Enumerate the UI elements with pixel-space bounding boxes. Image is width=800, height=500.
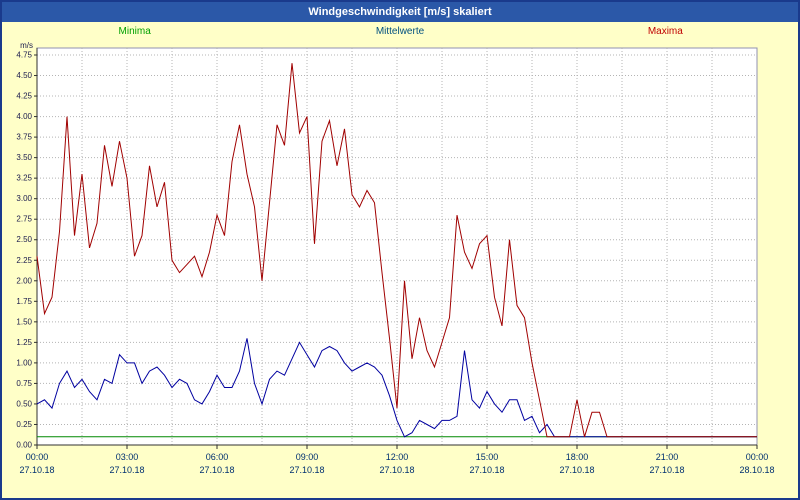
y-tick-label: 3.00 [16,194,32,203]
y-tick-label: 4.75 [16,51,32,60]
legend-item-mittelwerte: Mittelwerte [375,25,425,37]
x-tick-date: 27.10.18 [559,465,594,475]
x-tick-time: 18:00 [566,452,589,462]
y-tick-label: 0.75 [16,379,32,388]
series-line-mittelwerte [36,338,757,438]
y-tick-label: 1.50 [16,317,32,326]
y-tick-label: 4.25 [16,92,32,101]
legend: Minima Mittelwerte Maxima [2,22,798,40]
x-tick-time: 00:00 [26,452,49,462]
x-tick-time: 09:00 [296,452,319,462]
legend-item-minima: Minima [118,25,151,37]
x-tick-time: 00:00 [746,452,769,462]
chart-title: Windgeschwindigkeit [m/s] skaliert [308,6,492,18]
legend-item-maxima: Maxima [647,25,683,37]
x-tick-date: 27.10.18 [19,465,54,475]
y-tick-label: 2.75 [16,215,32,224]
y-tick-label: 2.00 [16,276,32,285]
y-tick-label: 4.50 [16,71,32,80]
y-tick-label: 1.00 [16,358,32,367]
x-tick-time: 21:00 [656,452,679,462]
y-tick-label: 2.25 [16,256,32,265]
y-tick-label: 0.00 [16,441,32,450]
x-tick-date: 27.10.18 [289,465,324,475]
x-tick-time: 12:00 [386,452,409,462]
y-tick-label: 3.75 [16,133,32,142]
y-tick-label: 3.25 [16,174,32,183]
x-tick-date: 27.10.18 [199,465,234,475]
x-tick-date: 27.10.18 [379,465,414,475]
x-tick-time: 06:00 [206,452,229,462]
y-tick-label: 0.25 [16,420,32,429]
x-tick-date: 27.10.18 [109,465,144,475]
y-tick-label: 1.25 [16,338,32,347]
x-tick-date: 28.10.18 [739,465,774,475]
x-tick-date: 27.10.18 [649,465,684,475]
y-tick-label: 1.75 [16,297,32,306]
title-bar: Windgeschwindigkeit [m/s] skaliert [2,2,798,22]
y-tick-label: 4.00 [16,112,32,121]
x-tick-date: 27.10.18 [469,465,504,475]
x-tick-time: 03:00 [116,452,139,462]
y-tick-label: 3.50 [16,153,32,162]
series-line-maxima [36,63,757,438]
y-axis-unit-label: m/s [20,41,33,50]
y-tick-label: 0.50 [16,399,32,408]
x-tick-time: 15:00 [476,452,499,462]
y-tick-label: 2.50 [16,235,32,244]
chart-svg: 0.00 0.25 0.50 0.75 1.00 1.25 1.50 1.75 2.00 2.25… [16,41,774,475]
